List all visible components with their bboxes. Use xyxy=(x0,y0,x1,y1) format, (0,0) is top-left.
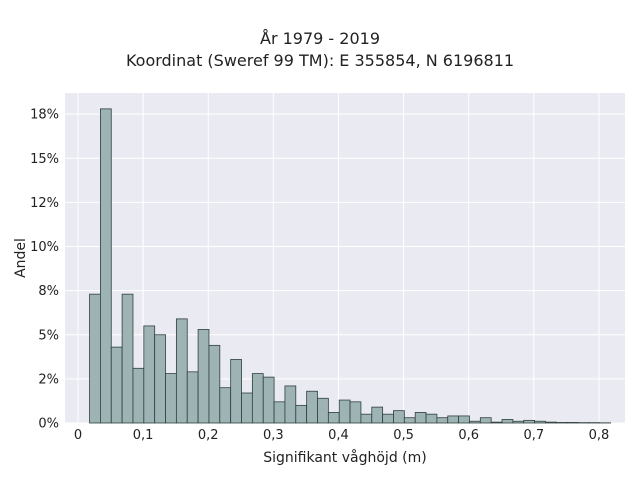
histogram-bar xyxy=(230,359,242,424)
y-tick-label: 10% xyxy=(30,240,59,255)
y-tick-label: 5% xyxy=(38,328,59,343)
histogram-bar xyxy=(219,387,232,424)
x-axis-label: Signifikant våghöjd (m) xyxy=(263,449,426,466)
x-tick-label: 0,2 xyxy=(198,428,219,443)
histogram-bar xyxy=(512,420,525,424)
chart-title-line2: Koordinat (Sweref 99 TM): E 355854, N 61… xyxy=(125,51,515,70)
histogram-bar xyxy=(186,371,199,424)
histogram-bar xyxy=(110,346,123,424)
histogram-bar xyxy=(154,334,166,424)
histogram-bar xyxy=(479,417,492,424)
histogram-bar xyxy=(545,421,557,424)
histogram-bar xyxy=(360,413,373,424)
x-tick-label: 0,7 xyxy=(523,428,544,443)
x-tick-label: 0,8 xyxy=(589,428,610,443)
y-axis-label: Andel xyxy=(13,238,29,278)
x-tick-label: 0,5 xyxy=(393,428,414,443)
chart-title-line1: År 1979 - 2019 xyxy=(260,29,380,48)
histogram-bar xyxy=(132,367,145,424)
histogram-bar xyxy=(175,318,188,424)
x-tick-label: 0,1 xyxy=(133,428,154,443)
y-axis-ticks: 0% 2% 5% 8% 10% 12% 15% 18% xyxy=(30,108,59,432)
histogram-bar xyxy=(251,373,264,424)
x-tick-label: 0 xyxy=(74,428,82,443)
histogram-bar xyxy=(262,376,275,424)
histogram-bar xyxy=(469,420,481,424)
histogram-bar xyxy=(295,404,308,424)
histogram-bar xyxy=(273,401,286,424)
histogram-bar xyxy=(393,410,405,424)
x-tick-label: 0,3 xyxy=(263,428,284,443)
y-tick-label: 0% xyxy=(38,417,59,432)
histogram-bar xyxy=(165,373,177,424)
histogram-bar xyxy=(338,399,351,424)
histogram-bar xyxy=(382,413,394,424)
histogram-bar xyxy=(121,293,134,424)
histogram-bar xyxy=(425,413,438,424)
histogram-bar xyxy=(501,419,514,424)
histogram-bar xyxy=(284,385,297,424)
histogram-bar xyxy=(306,390,318,424)
x-axis-ticks: 0 0,1 0,2 0,3 0,4 0,5 0,6 0,7 0,8 xyxy=(74,428,609,443)
histogram-bar xyxy=(317,397,329,424)
histogram-bar xyxy=(143,325,156,424)
histogram-bar xyxy=(327,412,340,424)
histogram-bar xyxy=(100,108,112,424)
y-tick-label: 12% xyxy=(30,196,59,211)
histogram-bar xyxy=(89,293,101,424)
x-tick-label: 0,4 xyxy=(328,428,349,443)
x-tick-label: 0,6 xyxy=(458,428,479,443)
histogram-bar xyxy=(566,422,579,424)
histogram-bar xyxy=(371,406,384,424)
histogram-bar xyxy=(458,415,470,424)
histogram-bars xyxy=(89,108,611,424)
y-tick-label: 18% xyxy=(30,108,59,123)
histogram-bar xyxy=(403,417,416,424)
histogram-bar xyxy=(447,415,460,424)
histogram-bar xyxy=(197,329,210,424)
histogram-bar xyxy=(241,392,253,424)
histogram-bar xyxy=(208,344,221,424)
histogram-bar xyxy=(414,412,427,424)
y-tick-label: 8% xyxy=(38,284,59,299)
histogram-bar xyxy=(534,420,546,424)
histogram-bar xyxy=(436,417,449,424)
histogram-bar xyxy=(490,421,503,424)
histogram-bar xyxy=(349,401,362,424)
y-tick-label: 15% xyxy=(30,152,59,167)
histogram-bar xyxy=(523,419,535,424)
y-tick-label: 2% xyxy=(38,372,59,387)
histogram-bar xyxy=(555,422,568,424)
